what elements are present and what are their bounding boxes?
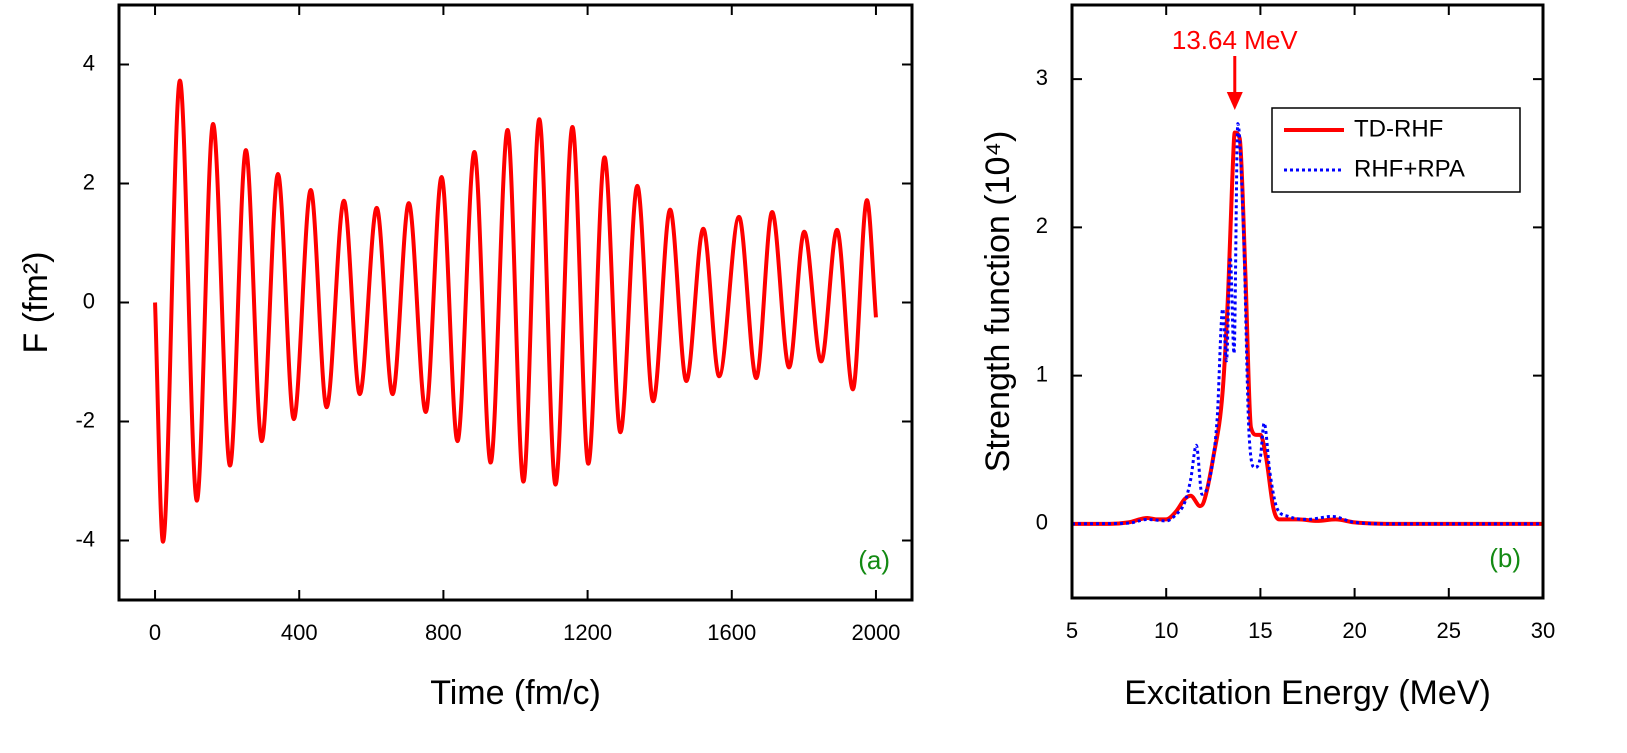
x-tick-label: 400	[281, 620, 318, 645]
x-tick-label: 20	[1342, 618, 1366, 643]
legend-box	[1271, 107, 1521, 193]
y-tick-label: 3	[1036, 65, 1048, 90]
plot-frame	[117, 3, 914, 602]
x-tick-label: 15	[1248, 618, 1272, 643]
x-tick-label: 2000	[851, 620, 900, 645]
panel-label: (b)	[1489, 543, 1521, 573]
y-axis-title: Strength function (10⁴)	[979, 131, 1017, 473]
panel-label: (a)	[858, 545, 890, 575]
legend-label: TD-RHF	[1354, 115, 1443, 142]
x-tick-label: 5	[1066, 618, 1078, 643]
annotation-arrowhead	[1226, 92, 1243, 110]
x-tick-label: 10	[1154, 618, 1178, 643]
y-tick-label: 4	[83, 50, 95, 75]
legend-label: RHF+RPA	[1354, 155, 1465, 182]
series-line	[1072, 130, 1543, 526]
y-tick-label: 2	[1036, 213, 1048, 238]
x-tick-label: 800	[425, 620, 462, 645]
panel: 5 10 15 20 25 30 0 1 2 3 Excitation Energy (MeV) St…	[979, 3, 1555, 712]
y-tick-label: 0	[1036, 510, 1048, 535]
panel: 0 400 800 1200 1600 2000 -4 -2 0 2 4 Time (fm/c) F (…	[17, 3, 914, 712]
x-tick-label: 1600	[707, 620, 756, 645]
x-tick-label: 0	[149, 620, 161, 645]
y-tick-label: -2	[75, 407, 95, 432]
series-line	[153, 78, 878, 544]
x-tick-label: 25	[1437, 618, 1461, 643]
annotation-text: 13.64 MeV	[1172, 25, 1298, 55]
y-tick-label: -4	[75, 526, 95, 551]
x-axis-title: Time (fm/c)	[430, 674, 601, 712]
series-line	[1072, 122, 1543, 526]
y-axis-title: F (fm²)	[17, 252, 55, 354]
y-tick-label: 0	[83, 288, 95, 313]
plot-frame	[1070, 3, 1545, 600]
y-tick-label: 2	[83, 169, 95, 194]
x-tick-label: 1200	[563, 620, 612, 645]
y-tick-label: 1	[1036, 361, 1048, 386]
x-tick-label: 30	[1531, 618, 1555, 643]
x-axis-title: Excitation Energy (MeV)	[1124, 674, 1491, 712]
